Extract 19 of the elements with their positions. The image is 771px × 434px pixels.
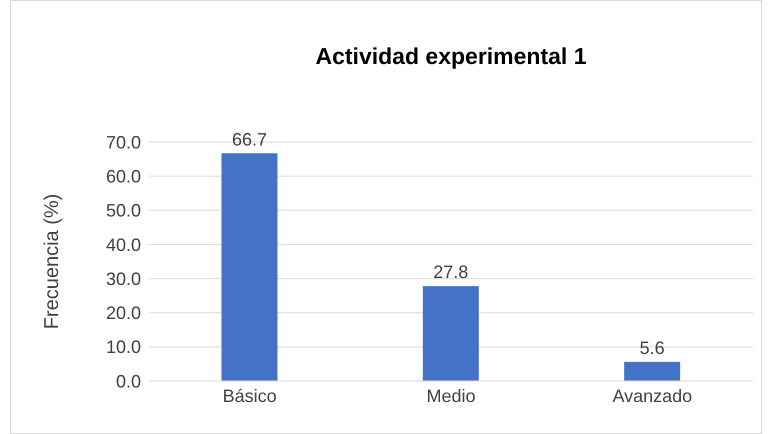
- y-tick-label: 50.0: [106, 200, 141, 221]
- y-tick-label: 20.0: [106, 303, 141, 324]
- bar: [422, 286, 479, 381]
- data-label: 27.8: [433, 262, 468, 282]
- y-tick-label: 40.0: [106, 234, 141, 255]
- x-tick-label: Medio: [426, 386, 476, 406]
- y-tick-label: 60.0: [106, 166, 141, 187]
- bar: [624, 362, 680, 381]
- x-tick-label: Básico: [222, 386, 277, 406]
- y-tick-label: 10.0: [106, 337, 141, 358]
- chart-title: Actividad experimental 1: [314, 43, 588, 70]
- data-label: 5.6: [640, 338, 665, 358]
- y-axis-title: Frecuencia (%): [41, 194, 64, 330]
- y-tick-label: 30.0: [106, 268, 141, 289]
- y-tick-label: 0.0: [116, 371, 141, 392]
- x-tick-label: Avanzado: [612, 386, 692, 406]
- y-tick-label: 70.0: [106, 132, 141, 152]
- data-label: 66.7: [232, 129, 268, 150]
- bar: [221, 153, 278, 381]
